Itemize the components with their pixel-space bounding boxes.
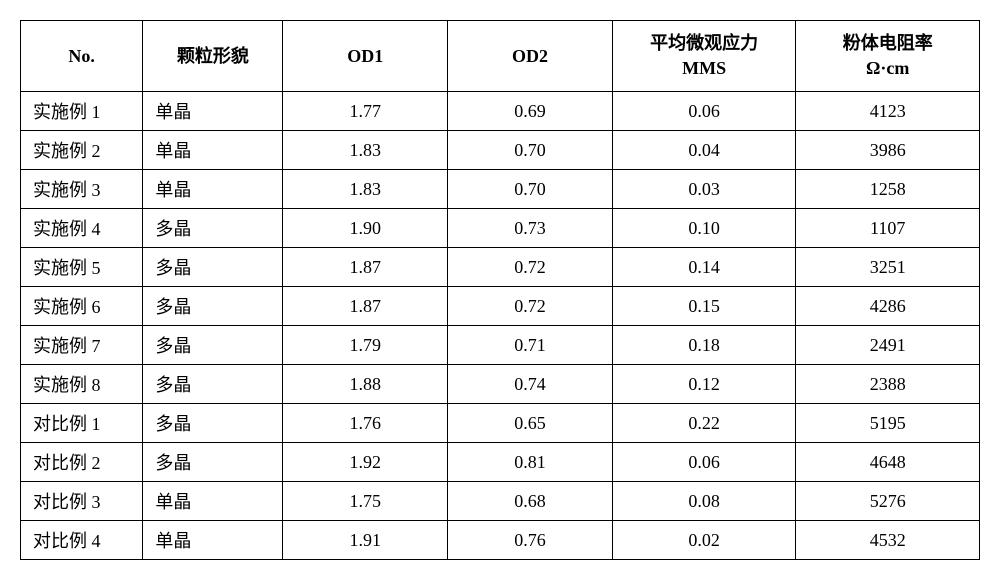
cell-res: 2388	[796, 365, 980, 404]
header-od1: OD1	[283, 21, 448, 92]
cell-no: 实施例 3	[21, 170, 143, 209]
cell-od1: 1.83	[283, 131, 448, 170]
cell-no: 实施例 6	[21, 287, 143, 326]
cell-od2: 0.74	[448, 365, 613, 404]
cell-res: 1107	[796, 209, 980, 248]
cell-od1: 1.88	[283, 365, 448, 404]
cell-morph: 单晶	[143, 131, 283, 170]
cell-res: 3986	[796, 131, 980, 170]
table-row: 对比例 4单晶1.910.760.024532	[21, 521, 980, 560]
cell-mms: 0.04	[612, 131, 796, 170]
cell-mms: 0.22	[612, 404, 796, 443]
cell-res: 5276	[796, 482, 980, 521]
cell-morph: 单晶	[143, 521, 283, 560]
table-row: 实施例 3单晶1.830.700.031258	[21, 170, 980, 209]
cell-od1: 1.87	[283, 248, 448, 287]
cell-od2: 0.81	[448, 443, 613, 482]
cell-morph: 单晶	[143, 482, 283, 521]
cell-od1: 1.91	[283, 521, 448, 560]
cell-od1: 1.75	[283, 482, 448, 521]
header-row: No. 颗粒形貌 OD1 OD2 平均微观应力MMS 粉体电阻率Ω·cm	[21, 21, 980, 92]
cell-no: 对比例 1	[21, 404, 143, 443]
table-row: 对比例 3单晶1.750.680.085276	[21, 482, 980, 521]
cell-od1: 1.76	[283, 404, 448, 443]
cell-od1: 1.92	[283, 443, 448, 482]
cell-morph: 多晶	[143, 209, 283, 248]
cell-od1: 1.83	[283, 170, 448, 209]
cell-od1: 1.90	[283, 209, 448, 248]
table-row: 实施例 6多晶1.870.720.154286	[21, 287, 980, 326]
cell-mms: 0.12	[612, 365, 796, 404]
table-row: 实施例 1单晶1.770.690.064123	[21, 92, 980, 131]
cell-morph: 多晶	[143, 443, 283, 482]
cell-res: 1258	[796, 170, 980, 209]
cell-mms: 0.18	[612, 326, 796, 365]
cell-od2: 0.72	[448, 287, 613, 326]
cell-no: 对比例 3	[21, 482, 143, 521]
data-table: No. 颗粒形貌 OD1 OD2 平均微观应力MMS 粉体电阻率Ω·cm 实施例…	[20, 20, 980, 560]
cell-mms: 0.06	[612, 443, 796, 482]
table-body: 实施例 1单晶1.770.690.064123实施例 2单晶1.830.700.…	[21, 92, 980, 560]
header-mms: 平均微观应力MMS	[612, 21, 796, 92]
cell-od2: 0.70	[448, 170, 613, 209]
cell-mms: 0.14	[612, 248, 796, 287]
cell-no: 实施例 5	[21, 248, 143, 287]
cell-od2: 0.71	[448, 326, 613, 365]
cell-od1: 1.77	[283, 92, 448, 131]
cell-mms: 0.15	[612, 287, 796, 326]
cell-od2: 0.73	[448, 209, 613, 248]
cell-no: 对比例 2	[21, 443, 143, 482]
cell-morph: 多晶	[143, 326, 283, 365]
cell-od2: 0.70	[448, 131, 613, 170]
cell-res: 5195	[796, 404, 980, 443]
table-row: 实施例 8多晶1.880.740.122388	[21, 365, 980, 404]
cell-morph: 多晶	[143, 404, 283, 443]
header-resistivity: 粉体电阻率Ω·cm	[796, 21, 980, 92]
cell-mms: 0.03	[612, 170, 796, 209]
cell-od1: 1.87	[283, 287, 448, 326]
cell-res: 3251	[796, 248, 980, 287]
cell-no: 实施例 8	[21, 365, 143, 404]
header-od2: OD2	[448, 21, 613, 92]
cell-morph: 多晶	[143, 365, 283, 404]
cell-od2: 0.76	[448, 521, 613, 560]
cell-mms: 0.02	[612, 521, 796, 560]
cell-od2: 0.69	[448, 92, 613, 131]
cell-no: 实施例 1	[21, 92, 143, 131]
table-header: No. 颗粒形貌 OD1 OD2 平均微观应力MMS 粉体电阻率Ω·cm	[21, 21, 980, 92]
table-row: 对比例 2多晶1.920.810.064648	[21, 443, 980, 482]
cell-morph: 单晶	[143, 92, 283, 131]
cell-no: 对比例 4	[21, 521, 143, 560]
cell-res: 4286	[796, 287, 980, 326]
header-no: No.	[21, 21, 143, 92]
cell-morph: 多晶	[143, 287, 283, 326]
table-row: 实施例 7多晶1.790.710.182491	[21, 326, 980, 365]
cell-od2: 0.68	[448, 482, 613, 521]
cell-res: 4123	[796, 92, 980, 131]
cell-res: 4532	[796, 521, 980, 560]
cell-mms: 0.06	[612, 92, 796, 131]
cell-od1: 1.79	[283, 326, 448, 365]
cell-res: 4648	[796, 443, 980, 482]
table-row: 实施例 5多晶1.870.720.143251	[21, 248, 980, 287]
cell-od2: 0.72	[448, 248, 613, 287]
cell-mms: 0.08	[612, 482, 796, 521]
cell-morph: 多晶	[143, 248, 283, 287]
table-row: 实施例 2单晶1.830.700.043986	[21, 131, 980, 170]
table-row: 对比例 1多晶1.760.650.225195	[21, 404, 980, 443]
cell-morph: 单晶	[143, 170, 283, 209]
table-row: 实施例 4多晶1.900.730.101107	[21, 209, 980, 248]
cell-no: 实施例 2	[21, 131, 143, 170]
cell-od2: 0.65	[448, 404, 613, 443]
cell-no: 实施例 4	[21, 209, 143, 248]
cell-no: 实施例 7	[21, 326, 143, 365]
cell-res: 2491	[796, 326, 980, 365]
cell-mms: 0.10	[612, 209, 796, 248]
header-morphology: 颗粒形貌	[143, 21, 283, 92]
